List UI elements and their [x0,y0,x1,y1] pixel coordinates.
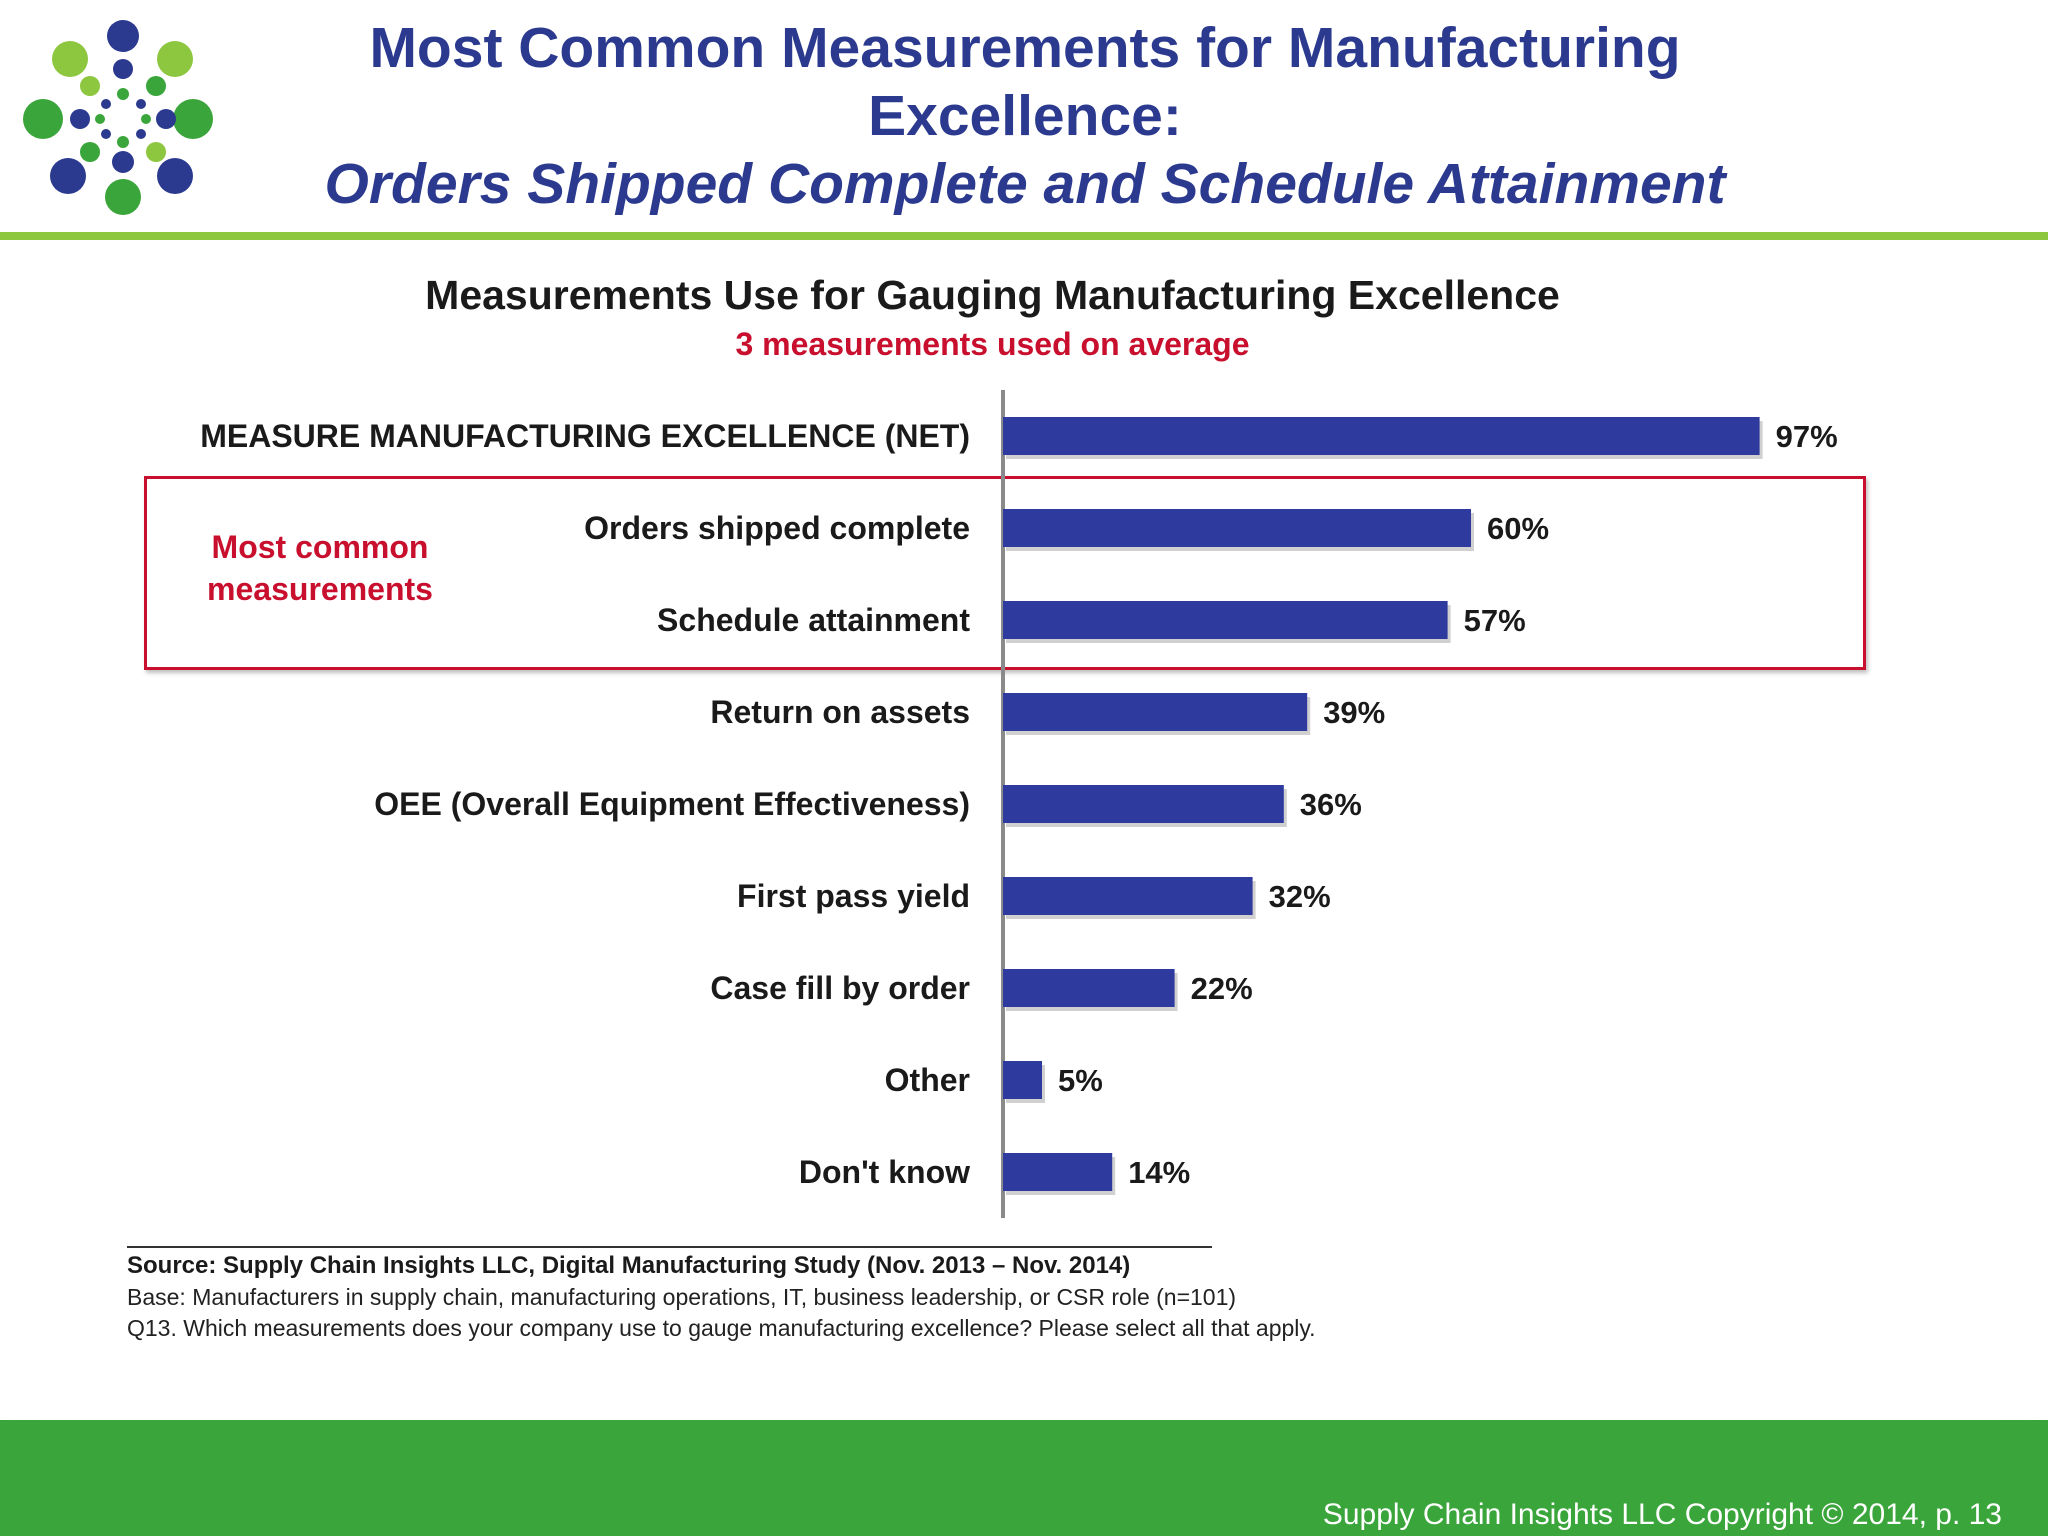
chart-subtitle: 3 measurements used on average [735,326,1250,362]
category-label: Schedule attainment [657,602,970,638]
logo-dot [146,76,166,96]
logo-dot [50,158,86,194]
bar [1003,693,1308,731]
chart-title: Measurements Use for Gauging Manufacturi… [425,272,1560,318]
logo-dot [101,129,111,139]
logo-dot [141,114,151,124]
header-divider [0,232,2048,240]
bar [1003,969,1175,1007]
logo-dot [105,179,141,215]
logo-dot [80,76,100,96]
bar [1003,877,1253,915]
category-label: Don't know [799,1154,970,1190]
slide-subtitle: Orders Shipped Complete and Schedule Att… [324,152,1726,216]
category-label: MEASURE MANUFACTURING EXCELLENCE (NET) [200,418,970,454]
source-rule [127,1246,1212,1248]
logo-dot [70,109,90,129]
logo-dot [23,99,63,139]
logo-dot [136,99,146,109]
value-label: 22% [1191,971,1253,1006]
value-label: 97% [1776,419,1838,454]
source-notes: Source: Supply Chain Insights LLC, Digit… [127,1246,1316,1342]
logo-dot [80,142,100,162]
logo-dot [113,59,133,79]
highlight-label-line2: measurements [207,571,433,607]
value-label: 36% [1300,787,1362,822]
logo-dot [95,114,105,124]
category-label: Other [885,1062,970,1098]
footer-band [0,1400,2048,1536]
logo-dot [107,20,139,52]
value-label: 5% [1058,1063,1103,1098]
logo-dot [156,109,176,129]
value-label: 14% [1128,1155,1190,1190]
base-line: Base: Manufacturers in supply chain, man… [127,1284,1237,1310]
logo-dot [117,88,129,100]
bar [1003,417,1760,455]
value-label: 60% [1487,511,1549,546]
bar [1003,1153,1113,1191]
bar [1003,601,1448,639]
slide-title-line2: Excellence: [868,84,1182,148]
value-label: 39% [1323,695,1385,730]
category-label: First pass yield [737,878,970,914]
source-line: Source: Supply Chain Insights LLC, Digit… [127,1252,1131,1279]
logo-dot [157,41,193,77]
logo-dot [136,129,146,139]
question-line: Q13. Which measurements does your compan… [127,1315,1316,1341]
highlight-label: Most common measurements [180,526,460,610]
bar [1003,1061,1042,1099]
category-label: Case fill by order [710,970,970,1006]
category-label: Orders shipped complete [584,510,970,546]
logo-dot [173,99,213,139]
slide-title: Most Common Measurements for Manufacturi… [300,14,1750,218]
company-logo [23,20,213,215]
logo-dot [52,41,88,77]
logo-dot [146,142,166,162]
copyright: Supply Chain Insights LLC Copyright © 20… [1322,1498,2002,1531]
logo-dot [117,136,129,148]
slide-title-line1: Most Common Measurements for Manufacturi… [369,16,1681,80]
logo-dot [157,158,193,194]
logo-dot [112,151,134,173]
highlight-label-line1: Most common [211,529,429,565]
bar [1003,509,1471,547]
value-label: 57% [1464,603,1526,638]
value-label: 32% [1269,879,1331,914]
category-label: OEE (Overall Equipment Effectiveness) [374,786,970,822]
bar [1003,785,1284,823]
category-label: Return on assets [710,694,970,730]
logo-dot [101,99,111,109]
